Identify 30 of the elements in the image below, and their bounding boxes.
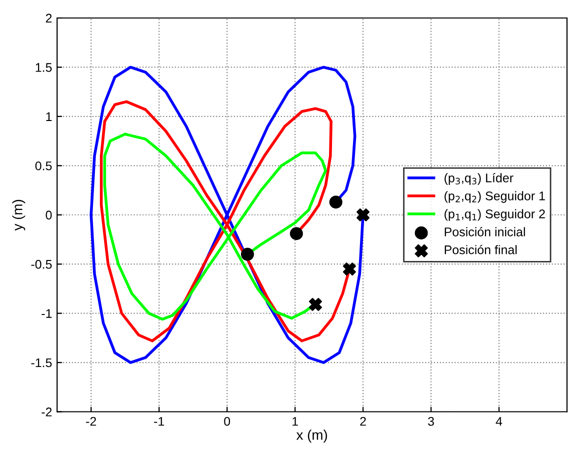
legend-label: Posición final bbox=[444, 244, 517, 254]
y-tick-label: -1.5 bbox=[31, 358, 52, 368]
y-tick-label: 0.5 bbox=[35, 161, 52, 170]
point bbox=[342, 262, 356, 276]
y-tick-label: 2 bbox=[46, 14, 52, 23]
legend-label: Posición inicial bbox=[444, 227, 525, 236]
point bbox=[240, 248, 254, 261]
y-tick-label: 1.5 bbox=[36, 63, 52, 72]
x-axis-title: x (m) bbox=[296, 430, 327, 443]
x-tick-label: 3 bbox=[428, 416, 434, 426]
line-series bbox=[103, 132, 328, 321]
point bbox=[308, 298, 322, 311]
legend-label: (p$_{2}$,q$_{2}$) Seguidor 1 bbox=[444, 191, 545, 203]
y-tick-label: 1 bbox=[46, 112, 52, 121]
y-tick-label: 0 bbox=[46, 210, 52, 220]
legend-label: (p$_{3}$,q$_{3}$) Líder bbox=[444, 173, 514, 185]
legend-label: (p$_{1}$,q$_{1}$) Seguidor 2 bbox=[444, 209, 545, 221]
x-tick-label: 2 bbox=[360, 416, 366, 426]
y-tick-label: -0.5 bbox=[31, 260, 52, 269]
x-tick-label: -1 bbox=[154, 417, 164, 426]
y-tick-label: -2 bbox=[42, 408, 52, 416]
point bbox=[290, 227, 303, 240]
x-tick-label: 1 bbox=[292, 417, 298, 426]
point bbox=[356, 208, 370, 222]
y-axis-title: y (m) bbox=[12, 200, 26, 231]
x-tick-label: 0 bbox=[224, 416, 230, 426]
y-tick-label: -1 bbox=[42, 309, 52, 318]
point bbox=[329, 196, 342, 209]
x-tick-label: 4 bbox=[496, 417, 502, 426]
x-tick-label: -2 bbox=[86, 416, 96, 426]
